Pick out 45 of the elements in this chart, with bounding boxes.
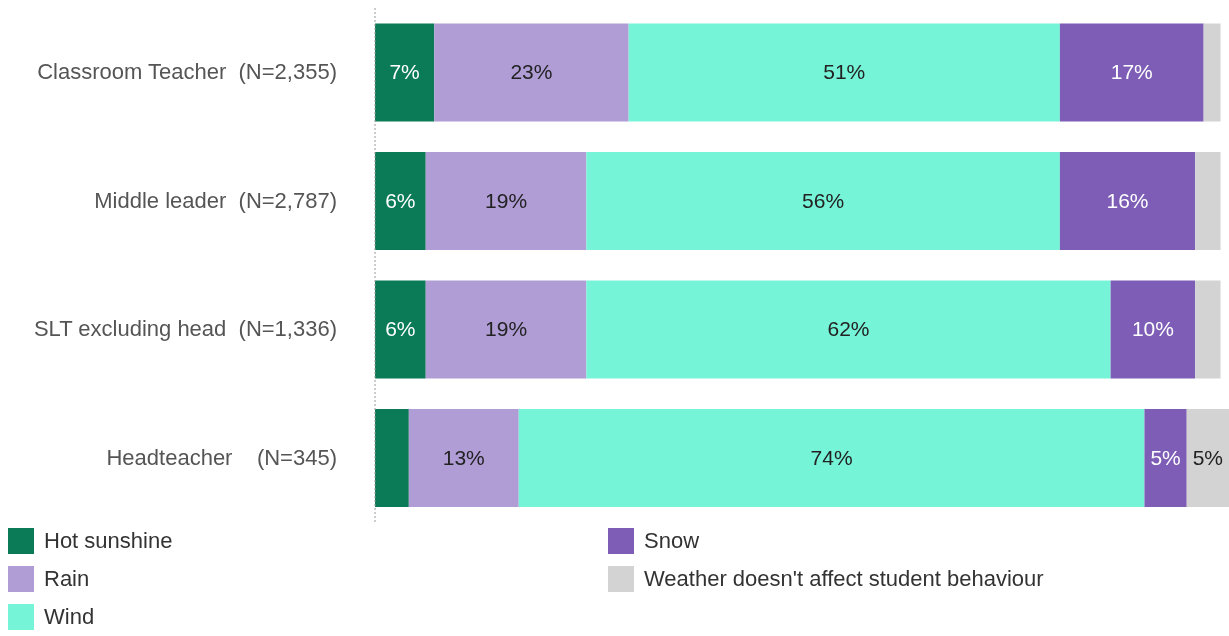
bar (425, 151, 587, 250)
data-label: 19% (485, 188, 528, 212)
legend-label: Weather doesn't affect student behaviour (644, 566, 1044, 592)
data-label: 7% (389, 60, 420, 84)
data-label: 17% (1110, 60, 1153, 84)
data-label: 56% (802, 188, 845, 212)
bar (518, 408, 1145, 507)
bar (434, 23, 629, 122)
data-label: 19% (485, 317, 528, 341)
bar (425, 280, 587, 379)
bar (408, 408, 519, 507)
bar (586, 280, 1111, 379)
data-label: 74% (810, 445, 853, 469)
legend-label: Rain (44, 566, 90, 592)
bar (1144, 408, 1187, 507)
y-tick-label: Classroom Teacher (N=2,355) (37, 59, 337, 85)
data-label: 6% (385, 188, 416, 212)
bar (1186, 408, 1229, 507)
legend-label: Snow (644, 528, 700, 554)
bar (375, 151, 426, 250)
bar (375, 408, 409, 507)
data-label: 10% (1131, 317, 1174, 341)
bar (1203, 23, 1221, 122)
bar (1059, 151, 1196, 250)
y-tick-label: SLT excluding head (N=1,336) (33, 316, 337, 342)
bar (628, 23, 1060, 122)
bar (1059, 23, 1204, 122)
bar (375, 280, 426, 379)
data-label: 5% (1150, 445, 1181, 469)
data-label: 23% (510, 60, 553, 84)
bar (1195, 151, 1221, 250)
y-tick-label: Headteacher (N=345) (106, 444, 337, 470)
legend-label: Hot sunshine (44, 528, 173, 554)
bar (375, 23, 435, 122)
data-label: 5% (1192, 445, 1224, 469)
data-label: 62% (827, 317, 870, 341)
bar (1110, 280, 1196, 379)
data-label: 51% (823, 60, 866, 84)
bar (1195, 280, 1221, 379)
data-label: 6% (385, 317, 416, 341)
y-tick-label: Middle leader (N=2,787) (94, 187, 337, 213)
data-label: 13% (442, 445, 485, 469)
legend-label: Wind (44, 604, 95, 630)
data-label: 16% (1106, 188, 1149, 212)
bar (586, 151, 1060, 250)
